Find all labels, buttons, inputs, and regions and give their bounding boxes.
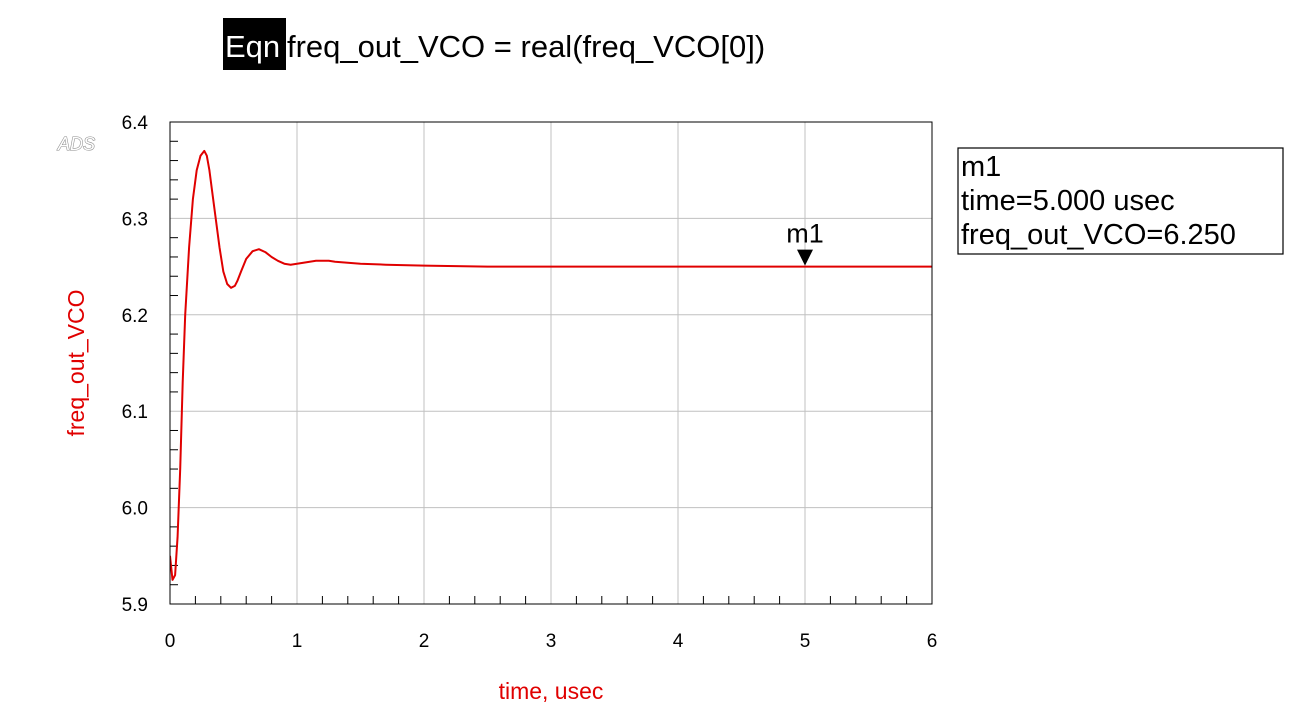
y-tick-label: 6.4 <box>122 113 149 134</box>
y-tick-labels: 5.9 6.0 6.1 6.2 6.3 6.4 <box>122 113 149 616</box>
equation-header: Eqn freq_out_VCO = real(freq_VCO[0]) <box>223 18 765 70</box>
marker-readout-frame <box>957 147 1284 255</box>
x-tick-label: 1 <box>292 631 303 652</box>
series-line-freq-out-vco <box>170 149 932 581</box>
minor-ticks <box>170 140 908 604</box>
marker-m1[interactable]: m1 <box>786 219 824 266</box>
marker-label: m1 <box>786 219 824 249</box>
y-tick-label: 6.1 <box>122 402 148 423</box>
x-tick-label: 6 <box>927 631 938 652</box>
marker-triangle-icon[interactable] <box>797 249 813 266</box>
plot-frame <box>169 121 933 605</box>
trace-layer <box>170 149 932 581</box>
ads-logo: ADS <box>57 134 95 154</box>
marker-readout-box[interactable]: m1 time=5.000 usec freq_out_VCO=6.250 <box>957 147 1284 255</box>
y-tick-label: 5.9 <box>122 595 148 616</box>
eqn-tag-background <box>223 18 286 70</box>
x-tick-label: 3 <box>546 631 557 652</box>
y-axis-title: freq_out_VCO <box>63 289 89 436</box>
x-tick-label: 2 <box>419 631 430 652</box>
y-tick-label: 6.0 <box>122 499 148 520</box>
marker-readout-y: freq_out_VCO=6.250 <box>961 219 1236 251</box>
eqn-tag: Eqn <box>225 29 280 64</box>
equation-text: freq_out_VCO = real(freq_VCO[0]) <box>287 29 765 64</box>
x-tick-label: 5 <box>800 631 811 652</box>
x-axis-title: time, usec <box>499 678 604 704</box>
x-tick-label: 0 <box>165 631 176 652</box>
grid-lines <box>170 122 932 604</box>
x-tick-labels: 0 1 2 3 4 5 6 <box>165 631 938 652</box>
y-tick-label: 6.3 <box>122 209 148 230</box>
x-tick-label: 4 <box>673 631 684 652</box>
marker-readout-name: m1 <box>961 151 1001 183</box>
marker-readout-x: time=5.000 usec <box>961 185 1175 217</box>
y-tick-label: 6.2 <box>122 306 148 327</box>
